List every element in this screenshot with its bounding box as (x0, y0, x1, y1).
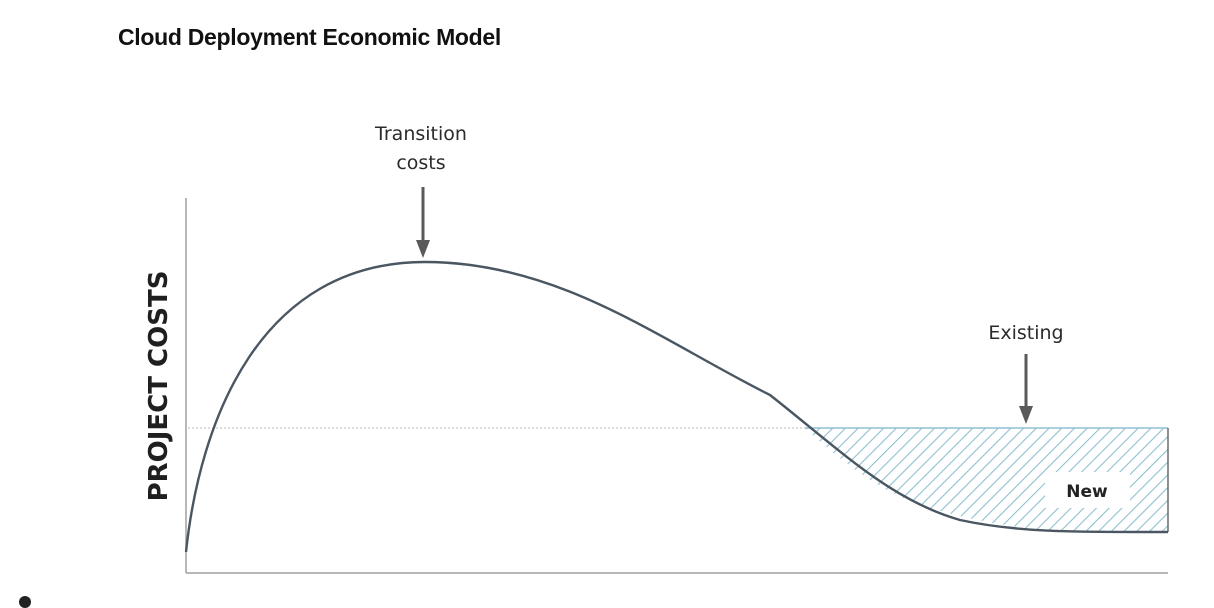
page-title: Cloud Deployment Economic Model (118, 24, 502, 50)
transition-label-line2: costs (396, 152, 445, 174)
new-label-box (1045, 472, 1130, 508)
cost-curve (184, 260, 1169, 553)
transition-label-line1: Transition (374, 123, 467, 145)
existing-label: Existing (988, 322, 1063, 344)
new-label: New (1066, 482, 1108, 502)
transition-arrow-icon (416, 187, 430, 258)
existing-arrow-icon (1019, 354, 1033, 424)
bullet-dot (19, 596, 31, 608)
y-axis-label: PROJECT COSTS (144, 271, 174, 502)
